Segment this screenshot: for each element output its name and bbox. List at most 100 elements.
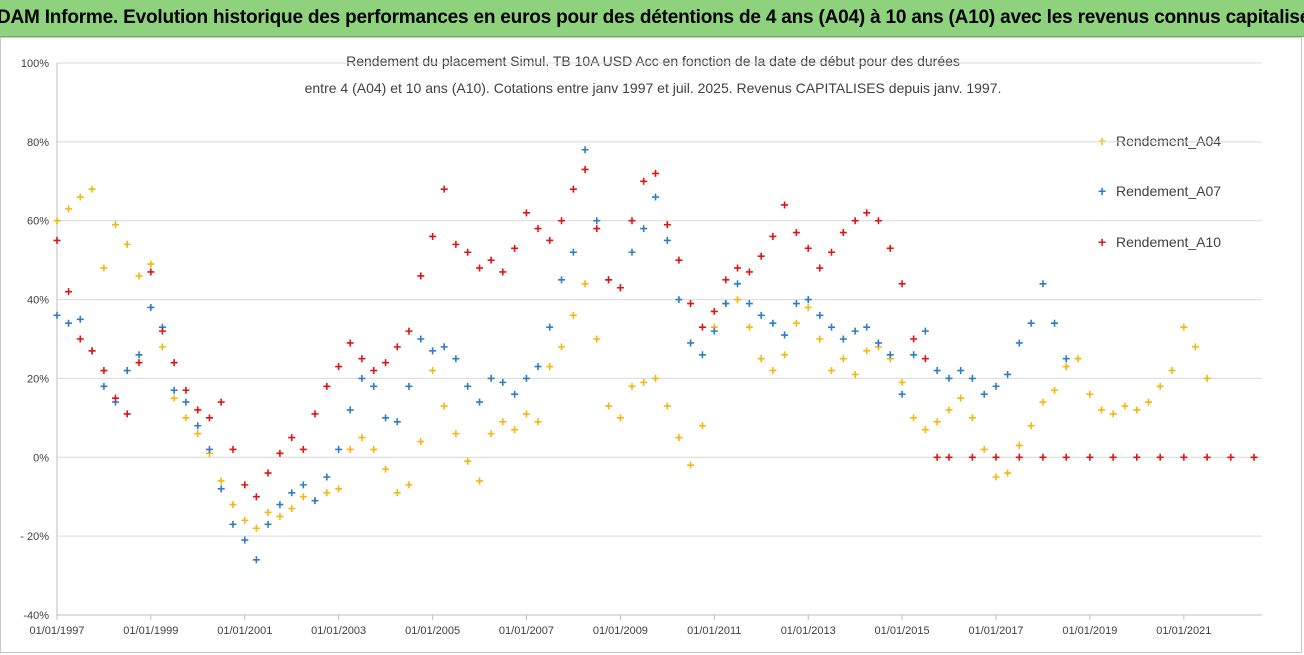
data-point-rendement-a07 <box>781 331 789 339</box>
data-point-rendement-a10 <box>217 398 225 406</box>
data-point-rendement-a04 <box>135 272 143 280</box>
data-point-rendement-a07 <box>804 296 812 304</box>
legend-marker-a07: + <box>1098 183 1107 199</box>
data-point-rendement-a07 <box>745 300 753 308</box>
data-point-rendement-a10 <box>569 185 577 193</box>
data-point-rendement-a04 <box>933 418 941 426</box>
data-point-rendement-a10 <box>288 434 296 442</box>
data-point-rendement-a07 <box>252 556 260 564</box>
data-point-rendement-a04 <box>804 303 812 311</box>
data-point-rendement-a07 <box>593 217 601 225</box>
x-tick-label: 01/01/2021 <box>1156 625 1211 637</box>
data-point-rendement-a10 <box>781 201 789 209</box>
data-point-rendement-a10 <box>440 185 448 193</box>
data-point-rendement-a10 <box>194 406 202 414</box>
data-point-rendement-a07 <box>886 351 894 359</box>
data-point-rendement-a04 <box>769 367 777 375</box>
data-point-rendement-a07 <box>1039 280 1047 288</box>
data-point-rendement-a04 <box>100 264 108 272</box>
data-point-rendement-a10 <box>921 355 929 363</box>
legend-item-a04: + Rendement_A04 <box>1098 133 1221 149</box>
data-point-rendement-a10 <box>1133 453 1141 461</box>
data-point-rendement-a07 <box>476 398 484 406</box>
data-point-rendement-a10 <box>640 177 648 185</box>
data-point-rendement-a07 <box>687 339 695 347</box>
data-point-rendement-a07 <box>663 236 671 244</box>
report-banner: ADAM Informe. Evolution historique des p… <box>0 0 1304 37</box>
data-point-rendement-a04 <box>652 374 660 382</box>
data-point-rendement-a04 <box>370 445 378 453</box>
data-point-rendement-a10 <box>158 327 166 335</box>
data-point-rendement-a04 <box>757 355 765 363</box>
banner-title: ADAM Informe. Evolution historique des p… <box>0 7 1304 28</box>
data-point-rendement-a07 <box>323 473 331 481</box>
x-tick-label: 01/01/2013 <box>781 625 836 637</box>
data-point-rendement-a07 <box>264 520 272 528</box>
data-point-rendement-a10 <box>276 449 284 457</box>
data-point-rendement-a04 <box>382 465 390 473</box>
data-point-rendement-a07 <box>910 351 918 359</box>
chart-frame: Rendement du placement Simul. TB 10A USD… <box>0 37 1302 653</box>
data-point-rendement-a04 <box>616 414 624 422</box>
x-tick-label: 01/01/1999 <box>123 625 178 637</box>
data-point-rendement-a10 <box>252 493 260 501</box>
data-point-rendement-a10 <box>429 232 437 240</box>
data-point-rendement-a07 <box>241 536 249 544</box>
data-point-rendement-a10 <box>511 244 519 252</box>
data-point-rendement-a04 <box>1191 343 1199 351</box>
data-point-rendement-a04 <box>534 418 542 426</box>
data-point-rendement-a10 <box>534 225 542 233</box>
data-point-rendement-a04 <box>1074 355 1082 363</box>
data-point-rendement-a04 <box>546 363 554 371</box>
data-point-rendement-a07 <box>558 276 566 284</box>
data-point-rendement-a10 <box>1227 453 1235 461</box>
data-point-rendement-a04 <box>346 445 354 453</box>
data-point-rendement-a10 <box>593 225 601 233</box>
data-point-rendement-a04 <box>252 524 260 532</box>
data-point-rendement-a07 <box>358 374 366 382</box>
data-point-rendement-a04 <box>640 378 648 386</box>
data-point-rendement-a10 <box>299 445 307 453</box>
data-point-rendement-a07 <box>581 146 589 154</box>
data-point-rendement-a10 <box>605 276 613 284</box>
data-point-rendement-a10 <box>135 359 143 367</box>
data-point-rendement-a10 <box>241 481 249 489</box>
data-point-rendement-a07 <box>346 406 354 414</box>
data-point-rendement-a10 <box>76 335 84 343</box>
data-point-rendement-a04 <box>734 296 742 304</box>
x-tick-label: 01/01/2015 <box>875 625 930 637</box>
data-point-rendement-a07 <box>452 355 460 363</box>
data-point-rendement-a04 <box>393 489 401 497</box>
data-point-rendement-a10 <box>1203 453 1211 461</box>
data-point-rendement-a10 <box>264 469 272 477</box>
data-point-rendement-a10 <box>933 453 941 461</box>
data-point-rendement-a04 <box>675 434 683 442</box>
data-point-rendement-a10 <box>558 217 566 225</box>
data-point-rendement-a04 <box>452 430 460 438</box>
data-point-rendement-a10 <box>992 453 1000 461</box>
data-point-rendement-a10 <box>358 355 366 363</box>
data-point-rendement-a10 <box>839 229 847 237</box>
data-point-rendement-a04 <box>980 445 988 453</box>
data-point-rendement-a04 <box>1039 398 1047 406</box>
data-point-rendement-a10 <box>863 209 871 217</box>
data-point-rendement-a04 <box>264 508 272 516</box>
data-point-rendement-a07 <box>628 248 636 256</box>
data-point-rendement-a07 <box>734 280 742 288</box>
data-point-rendement-a10 <box>53 236 61 244</box>
data-point-rendement-a10 <box>745 268 753 276</box>
data-point-rendement-a10 <box>757 252 765 260</box>
data-point-rendement-a07 <box>792 300 800 308</box>
data-point-rendement-a04 <box>276 512 284 520</box>
data-point-rendement-a10 <box>722 276 730 284</box>
data-point-rendement-a10 <box>827 248 835 256</box>
data-point-rendement-a10 <box>581 165 589 173</box>
data-point-rendement-a10 <box>1180 453 1188 461</box>
data-point-rendement-a07 <box>429 347 437 355</box>
data-point-rendement-a07 <box>722 300 730 308</box>
data-point-rendement-a07 <box>534 363 542 371</box>
data-point-rendement-a10 <box>1250 453 1258 461</box>
data-point-rendement-a04 <box>816 335 824 343</box>
data-point-rendement-a07 <box>851 327 859 335</box>
data-point-rendement-a04 <box>698 422 706 430</box>
